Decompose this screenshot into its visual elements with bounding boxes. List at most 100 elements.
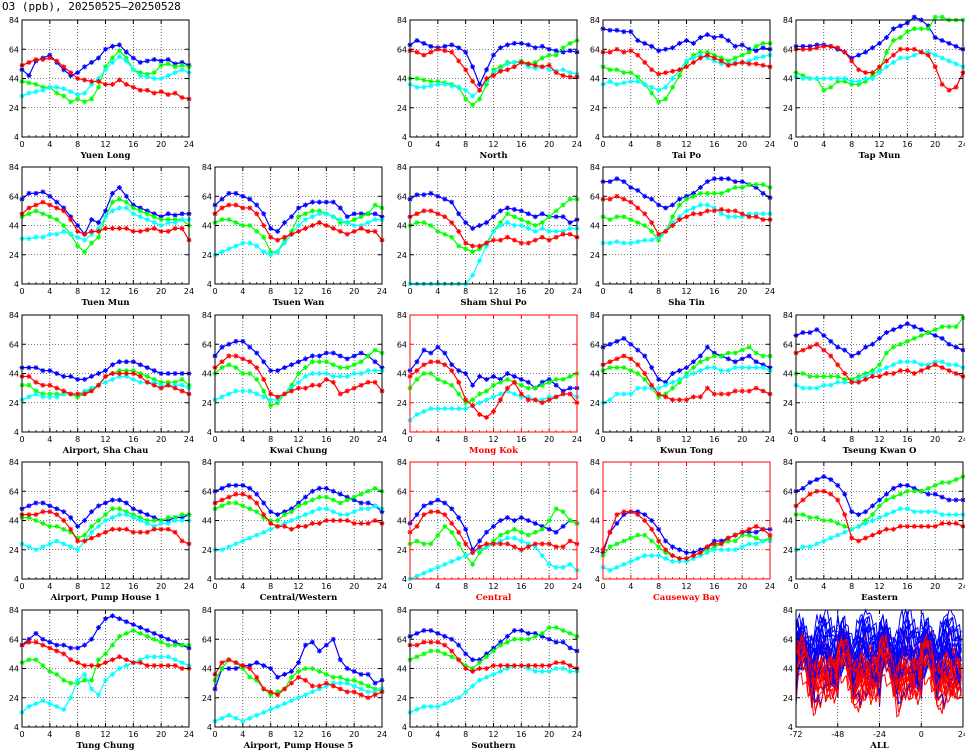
data-point	[911, 371, 917, 376]
data-point	[165, 379, 171, 385]
data-point	[282, 520, 288, 526]
data-point	[904, 523, 910, 529]
data-point	[842, 491, 848, 497]
station-name: Tuen Mun	[81, 298, 129, 308]
data-point	[642, 371, 648, 376]
data-point	[351, 689, 357, 695]
data-point	[372, 347, 378, 353]
data-point	[732, 43, 738, 49]
data-point	[532, 541, 538, 547]
data-point	[746, 526, 752, 532]
data-point	[532, 397, 538, 403]
y-tick-label: 44	[397, 517, 407, 526]
data-point	[247, 485, 253, 491]
data-point	[54, 58, 60, 64]
data-point	[421, 627, 427, 633]
data-point	[883, 58, 889, 64]
data-point	[828, 373, 834, 379]
data-point	[96, 228, 102, 234]
data-point	[449, 220, 455, 226]
data-point	[414, 538, 420, 544]
data-point	[123, 225, 129, 231]
data-point	[567, 668, 573, 674]
data-point	[546, 62, 552, 68]
data-point	[137, 660, 143, 666]
data-point	[233, 338, 239, 344]
data-point	[47, 214, 53, 220]
data-point	[821, 347, 827, 353]
data-point	[511, 391, 517, 397]
data-point	[89, 231, 95, 237]
data-point	[607, 179, 613, 185]
data-point	[953, 324, 959, 330]
x-tick-label: 12	[681, 287, 691, 296]
data-point	[621, 512, 627, 518]
data-point	[870, 70, 876, 76]
data-point	[760, 62, 766, 68]
data-point	[628, 199, 634, 205]
data-point	[144, 365, 150, 371]
data-point	[47, 645, 53, 651]
data-point	[123, 373, 129, 379]
data-point	[456, 58, 462, 64]
data-point	[151, 654, 157, 660]
data-point	[697, 55, 703, 61]
data-point	[414, 642, 420, 648]
data-point	[75, 96, 81, 102]
data-point	[130, 205, 136, 211]
data-point	[463, 663, 469, 669]
x-tick-label: 8	[849, 435, 854, 444]
data-point	[567, 645, 573, 651]
data-point	[47, 639, 53, 645]
data-point	[753, 214, 759, 220]
data-point	[628, 240, 634, 246]
x-tick-label: 4	[47, 582, 52, 591]
data-point	[351, 520, 357, 526]
data-point	[553, 234, 559, 240]
data-point	[753, 529, 759, 535]
data-point	[179, 225, 185, 231]
data-point	[82, 99, 88, 105]
data-point	[130, 359, 136, 365]
data-point	[739, 214, 745, 220]
data-point	[697, 353, 703, 359]
data-point	[123, 58, 129, 64]
data-point	[477, 400, 483, 406]
data-point	[904, 338, 910, 344]
data-point	[289, 698, 295, 704]
y-tick-label: 44	[590, 517, 600, 526]
data-point	[477, 81, 483, 87]
y-tick-label: 24	[783, 104, 793, 113]
data-point	[628, 70, 634, 76]
data-point	[226, 246, 232, 252]
data-point	[614, 564, 620, 570]
data-point	[814, 76, 820, 81]
data-point	[553, 660, 559, 666]
data-point	[158, 228, 164, 234]
x-tick-label: 4	[435, 730, 440, 739]
y-tick-label: 24	[783, 546, 793, 555]
data-point	[746, 529, 752, 535]
data-point	[254, 211, 260, 217]
data-point	[421, 77, 427, 83]
y-tick-label: 44	[783, 370, 793, 379]
x-tick-label: 0	[212, 582, 217, 591]
data-point	[800, 330, 806, 336]
x-tick-label: 24	[572, 730, 582, 739]
data-point	[47, 193, 53, 199]
data-point	[254, 500, 260, 506]
data-point	[484, 240, 490, 246]
data-point	[732, 359, 738, 365]
x-tick-label: 4	[435, 582, 440, 591]
data-point	[553, 394, 559, 400]
data-point	[151, 382, 157, 388]
data-point	[642, 512, 648, 518]
data-point	[330, 518, 336, 523]
data-point	[75, 523, 81, 529]
x-tick-label: 20	[930, 435, 940, 444]
x-tick-label: 4	[47, 730, 52, 739]
x-tick-label: 12	[874, 140, 884, 149]
data-point	[697, 202, 703, 208]
x-tick-label: 24	[184, 287, 194, 296]
data-point	[704, 208, 710, 214]
